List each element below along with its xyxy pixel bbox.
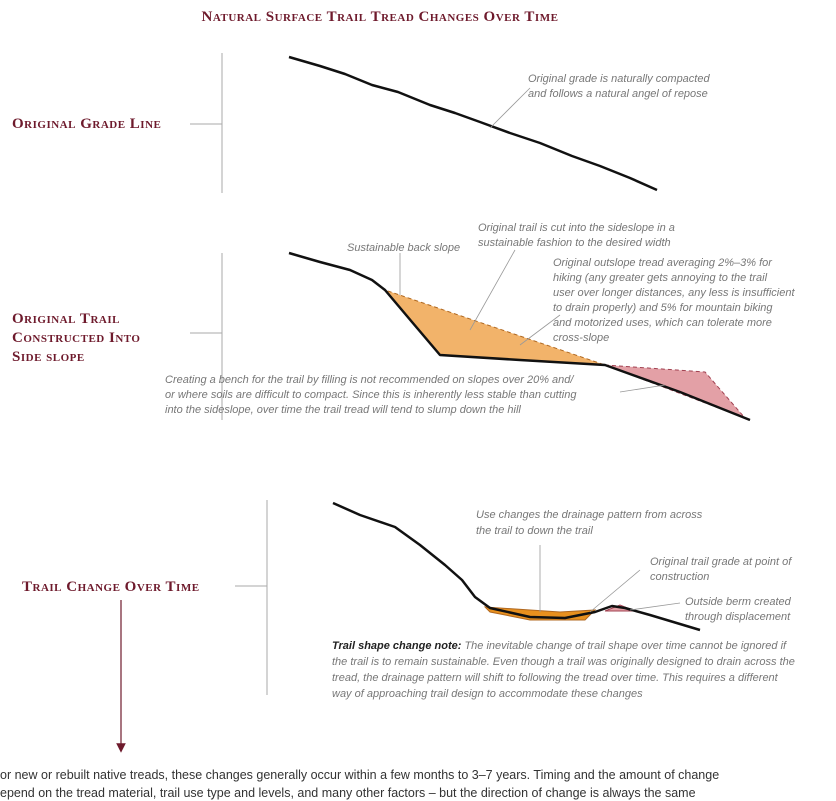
note: Creating a bench for the trail by fillin… [165, 374, 574, 386]
section-label: Trail Change Over Time [22, 579, 200, 595]
bracket [235, 500, 268, 695]
note: the trail to down the trail [476, 525, 593, 537]
trail-profile [288, 251, 751, 422]
shape-note-line: tread, the drainage pattern will shift t… [332, 672, 779, 684]
title: Natural Surface Trail Tread Changes Over… [202, 9, 559, 25]
note: sustainable fashion to the desired width [478, 237, 671, 249]
leader [539, 545, 681, 613]
shape-note-line: the trail is to remain sustainable. Even… [332, 656, 795, 668]
section-cut: Original Trail Constructed Into Side slo… [12, 222, 795, 422]
leader [399, 249, 666, 393]
trail-profile [332, 501, 701, 632]
note: user over longer distances, any less is … [553, 287, 795, 299]
note: hiking (any greater gets annoying to the… [553, 272, 768, 284]
shape-note-line: way of approaching trail design to accom… [332, 688, 643, 700]
section-change: Trail Change Over Time Use changes the d… [22, 500, 795, 753]
note: to drain properly) and 5% for mountain b… [553, 302, 773, 314]
note: or where soils are difficult to compact.… [165, 389, 577, 401]
section-label: Side slope [12, 349, 85, 365]
shape-note: Trail shape change note: The inevitable … [332, 640, 787, 652]
note: Original outslope tread averaging 2%–3% … [553, 257, 773, 269]
note: Use changes the drainage pattern from ac… [476, 509, 703, 521]
grade-line [288, 55, 658, 192]
bracket [190, 253, 223, 420]
shape-note-heading: Trail shape change note: [332, 640, 462, 652]
note: into the sideslope, over time the trail … [165, 404, 521, 416]
note: Original trail grade at point of [650, 556, 792, 568]
note: Outside berm created [685, 596, 792, 608]
note: through displacement [685, 611, 791, 623]
note: Original trail is cut into the sideslope… [478, 222, 675, 234]
section-grade: Original Grade Line Original grade is na… [12, 53, 710, 193]
leader [489, 87, 531, 129]
note: and follows a natural angel of repose [528, 88, 708, 100]
shape-note-line: The inevitable change of trail shape ove… [464, 640, 787, 652]
note: Sustainable back slope [347, 242, 460, 254]
note: Original grade is naturally compacted [528, 73, 710, 85]
section-label: Original Trail [12, 311, 120, 327]
section-label: Constructed Into [12, 330, 140, 346]
note: construction [650, 571, 709, 583]
note: and motorized uses, which can tolerate m… [553, 317, 772, 329]
footer-line: or new or rebuilt native treads, these c… [0, 768, 719, 782]
section-label: Original Grade Line [12, 116, 161, 132]
bracket [190, 53, 223, 193]
note: cross-slope [553, 332, 609, 344]
footer-line: epend on the tread material, trail use t… [0, 786, 696, 800]
